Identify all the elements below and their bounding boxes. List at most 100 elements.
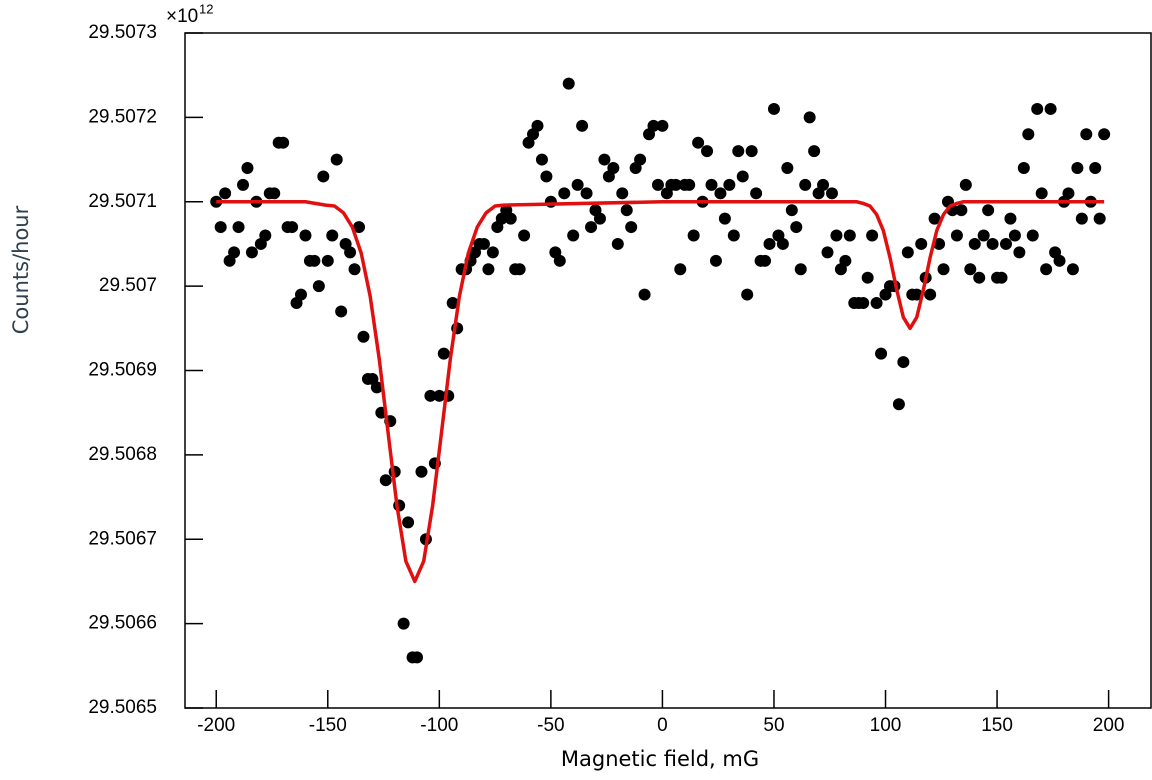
- data-point: [486, 246, 499, 259]
- data-point: [915, 237, 928, 250]
- y-tick-label: 29.5073: [88, 22, 157, 43]
- plot-frame: [184, 32, 1152, 709]
- data-point: [437, 347, 450, 360]
- x-tick-label: 150: [981, 715, 1013, 736]
- data-point: [616, 187, 629, 200]
- data-point: [424, 389, 437, 402]
- y-tick-label: 29.5067: [88, 528, 157, 549]
- data-point: [312, 280, 325, 293]
- data-point: [317, 170, 330, 183]
- data-point: [1008, 229, 1021, 242]
- data-point: [585, 221, 598, 234]
- data-point: [415, 465, 428, 478]
- data-point: [683, 178, 696, 191]
- data-point: [348, 263, 361, 276]
- data-point: [763, 237, 776, 250]
- data-point: [638, 288, 651, 301]
- data-point: [928, 212, 941, 225]
- x-tick-label: -200: [197, 715, 235, 736]
- data-point: [785, 204, 798, 217]
- data-point: [370, 381, 383, 394]
- y-tick-label: 29.5065: [88, 697, 157, 718]
- data-point: [477, 237, 490, 250]
- data-point: [576, 119, 589, 132]
- data-point: [535, 153, 548, 166]
- data-point: [335, 305, 348, 318]
- data-point: [986, 237, 999, 250]
- data-point: [245, 246, 258, 259]
- data-point: [1026, 229, 1039, 242]
- data-point: [982, 204, 995, 217]
- data-point: [799, 178, 812, 191]
- data-point: [709, 254, 722, 267]
- data-point: [790, 221, 803, 234]
- data-point: [353, 221, 366, 234]
- data-point: [286, 221, 299, 234]
- data-point: [736, 170, 749, 183]
- data-point: [870, 297, 883, 309]
- data-point: [326, 229, 339, 242]
- data-point: [687, 229, 700, 242]
- y-tick-label: 29.5072: [88, 106, 157, 127]
- data-point: [821, 246, 834, 259]
- data-point: [1066, 263, 1079, 276]
- data-point: [446, 297, 459, 309]
- data-point: [808, 145, 821, 158]
- data-point: [241, 162, 254, 174]
- data-point: [567, 229, 580, 242]
- data-point: [955, 204, 968, 217]
- y-tick-label: 29.5068: [88, 444, 157, 465]
- x-tick-label: 50: [763, 715, 784, 736]
- data-point: [620, 204, 633, 217]
- data-point: [330, 153, 343, 166]
- data-point: [924, 288, 937, 301]
- y-tick-label: 29.5066: [88, 613, 157, 634]
- data-point: [580, 187, 593, 200]
- fit-curve: [216, 200, 1105, 584]
- data-point: [745, 145, 758, 158]
- data-point: [634, 153, 647, 166]
- data-point: [1098, 128, 1111, 141]
- data-point: [705, 178, 718, 191]
- data-point: [531, 119, 544, 132]
- data-point: [228, 246, 241, 259]
- data-point: [866, 229, 879, 242]
- data-point: [651, 178, 664, 191]
- data-point: [299, 229, 312, 242]
- data-point: [504, 212, 517, 225]
- data-point: [674, 263, 687, 276]
- data-point: [321, 254, 334, 267]
- data-point: [794, 263, 807, 276]
- data-point: [839, 254, 852, 267]
- data-point: [817, 178, 830, 191]
- y-multiplier: ×10: [166, 6, 198, 27]
- data-point: [875, 347, 888, 360]
- x-tick-label: 100: [870, 715, 902, 736]
- data-point: [741, 288, 754, 301]
- x-tick-label: -150: [309, 715, 347, 736]
- data-point: [625, 221, 638, 234]
- data-point: [750, 187, 763, 200]
- data-point: [669, 178, 682, 191]
- data-point: [718, 212, 731, 225]
- data-point: [518, 229, 531, 242]
- data-point: [553, 254, 566, 267]
- data-point: [219, 187, 232, 200]
- data-point: [295, 288, 308, 301]
- data-point: [214, 221, 227, 234]
- x-tick-label: 200: [1093, 715, 1125, 736]
- data-point: [825, 187, 838, 200]
- data-point: [433, 389, 446, 402]
- data-point: [402, 516, 415, 529]
- data-point: [897, 356, 910, 369]
- data-point: [357, 330, 370, 343]
- data-point: [843, 229, 856, 242]
- data-point: [1004, 212, 1017, 225]
- data-point: [259, 229, 272, 242]
- data-point: [1053, 254, 1066, 267]
- data-point: [781, 162, 794, 174]
- data-point: [933, 237, 946, 250]
- data-point: [701, 145, 714, 158]
- data-point: [803, 111, 816, 124]
